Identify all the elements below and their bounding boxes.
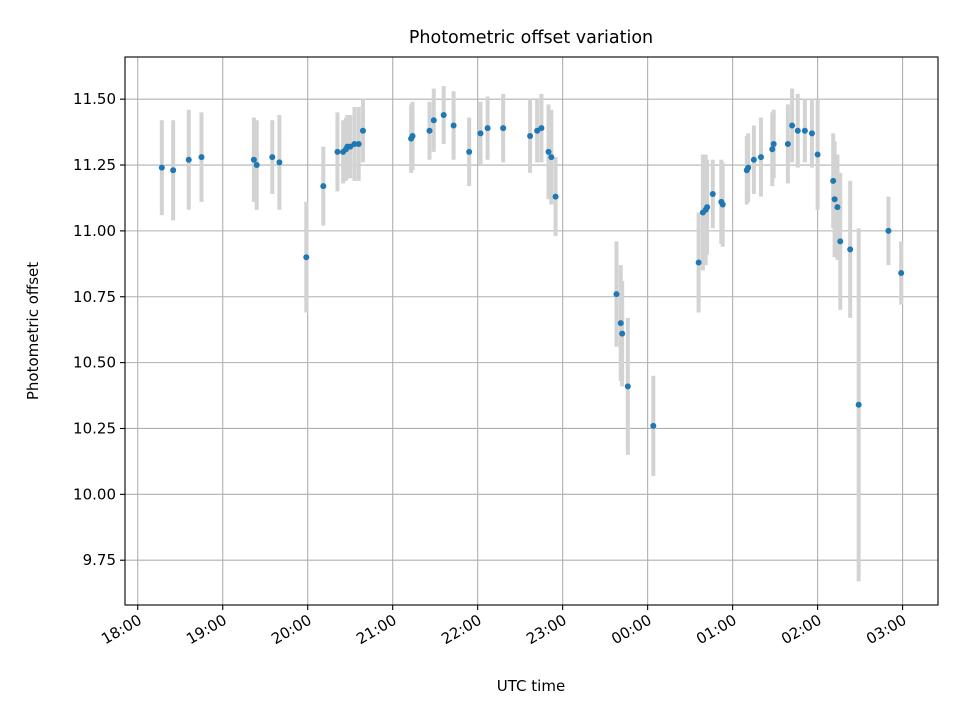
data-point <box>276 159 283 166</box>
data-point <box>695 259 702 266</box>
y-tick-label: 10.25 <box>73 419 116 437</box>
data-point <box>745 164 752 171</box>
data-point <box>269 154 276 161</box>
data-point <box>789 122 796 129</box>
data-point <box>757 154 764 161</box>
data-point <box>719 201 726 208</box>
data-point <box>450 122 457 129</box>
data-points <box>158 111 905 429</box>
data-point <box>477 130 484 137</box>
x-tick-label: 18:00 <box>98 611 144 648</box>
data-point <box>770 140 777 147</box>
error-bars <box>159 85 904 582</box>
data-point <box>704 204 711 211</box>
data-point <box>198 154 205 161</box>
data-point <box>527 133 534 140</box>
data-point <box>545 148 552 155</box>
data-point <box>847 246 854 253</box>
data-point <box>709 191 716 197</box>
y-axis-label: Photometric offset <box>24 262 42 400</box>
data-point <box>409 133 416 140</box>
x-tick-label: 20:00 <box>268 611 314 648</box>
data-point <box>624 383 631 390</box>
data-point <box>837 238 844 245</box>
data-point <box>170 167 177 174</box>
data-point <box>808 130 815 137</box>
data-point <box>831 196 838 203</box>
data-point <box>794 127 801 134</box>
data-point <box>769 146 776 153</box>
data-point <box>430 117 437 124</box>
plot-frame <box>124 56 939 606</box>
y-tick-label: 11.25 <box>73 156 116 174</box>
data-point <box>538 125 545 132</box>
x-tick-label: 01:00 <box>693 611 739 648</box>
data-point <box>885 227 892 234</box>
axis-ticks: 18:00 19:00 20:00 21:00 22:00 23:00 00:00 01:00… <box>73 90 910 648</box>
x-tick-label: 21:00 <box>353 611 399 648</box>
x-tick-label: 19:00 <box>183 611 229 648</box>
data-point <box>359 127 366 134</box>
y-tick-label: 10.00 <box>73 485 116 503</box>
data-point <box>830 177 837 184</box>
data-point <box>898 270 905 277</box>
data-point <box>834 204 841 211</box>
data-point <box>320 183 327 190</box>
x-tick-label: 00:00 <box>608 611 654 648</box>
y-tick-label: 10.75 <box>73 288 116 306</box>
y-tick-label: 11.00 <box>73 222 116 240</box>
data-point <box>617 320 624 327</box>
data-point <box>801 127 808 134</box>
data-point <box>426 127 433 134</box>
data-point <box>552 193 559 200</box>
y-tick-label: 10.50 <box>73 354 116 372</box>
chart-title: Photometric offset variation <box>409 28 653 48</box>
data-point <box>814 151 821 158</box>
data-point <box>185 156 192 163</box>
data-point <box>619 330 626 337</box>
data-point <box>750 156 757 163</box>
data-point <box>500 125 507 132</box>
x-tick-label: 23:00 <box>523 611 569 648</box>
x-tick-label: 22:00 <box>438 611 484 648</box>
data-point <box>334 148 341 155</box>
data-point <box>784 140 791 147</box>
y-tick-label: 9.75 <box>83 551 116 569</box>
data-point <box>250 156 257 163</box>
x-axis-label: UTC time <box>497 677 565 695</box>
data-point <box>303 254 310 261</box>
data-point <box>650 422 657 429</box>
data-point <box>253 162 260 169</box>
y-tick-label: 11.50 <box>73 90 116 108</box>
data-point <box>440 111 447 118</box>
x-tick-label: 02:00 <box>778 611 824 648</box>
x-tick-label: 03:00 <box>863 611 909 648</box>
data-point <box>548 154 555 161</box>
data-point <box>855 401 862 408</box>
data-point <box>466 148 473 155</box>
data-point <box>484 125 491 132</box>
data-point <box>613 291 620 298</box>
data-point <box>355 140 362 147</box>
data-point <box>351 140 358 147</box>
data-point <box>158 164 165 171</box>
